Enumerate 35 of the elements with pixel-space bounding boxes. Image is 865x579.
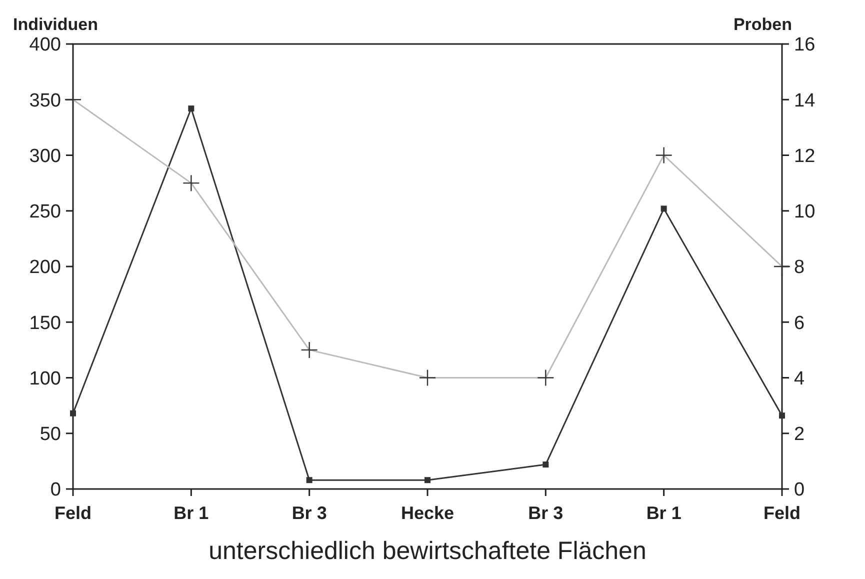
x-tick-label: Feld (54, 503, 92, 523)
x-tick-label: Br 1 (174, 503, 209, 523)
x-axis-title: unterschiedlich bewirtschaftete Flächen (208, 537, 646, 565)
y2-tick-label: 0 (794, 480, 805, 501)
point (70, 410, 76, 416)
y2-tick-label: 6 (794, 312, 805, 334)
x-tick-label: Br 3 (292, 503, 327, 523)
y-tick-label: 250 (29, 202, 61, 223)
y-tick-label: 50 (40, 424, 61, 446)
point (779, 412, 785, 419)
x-tick-label: Hecke (400, 503, 454, 523)
y2-tick-label: 4 (794, 368, 805, 390)
y-tick-label: 400 (29, 34, 61, 56)
point (188, 106, 194, 112)
y-tick-label: 350 (29, 90, 61, 112)
y2-tick-label: 16 (794, 34, 816, 56)
y-tick-label: 150 (29, 312, 61, 334)
y2-tick-label: 14 (794, 90, 816, 112)
y2-tick-label: 8 (794, 257, 805, 278)
y-axis-title: Individuen (13, 15, 98, 34)
y2-axis-title: Proben (733, 15, 792, 34)
point (306, 477, 312, 484)
x-tick-label: Br 3 (528, 503, 564, 523)
y2-tick-label: 10 (794, 202, 816, 223)
point (424, 477, 430, 484)
x-tick-label: Feld (763, 503, 801, 523)
point (660, 206, 667, 212)
y-tick-label: 200 (29, 257, 61, 278)
y-tick-label: 0 (50, 480, 61, 501)
x-tick-label: Br 1 (646, 503, 682, 523)
point (542, 462, 549, 468)
y-tick-label: 300 (29, 146, 61, 167)
y2-tick-label: 2 (794, 424, 805, 446)
y-tick-label: 100 (29, 368, 61, 390)
y2-tick-label: 12 (794, 146, 816, 167)
